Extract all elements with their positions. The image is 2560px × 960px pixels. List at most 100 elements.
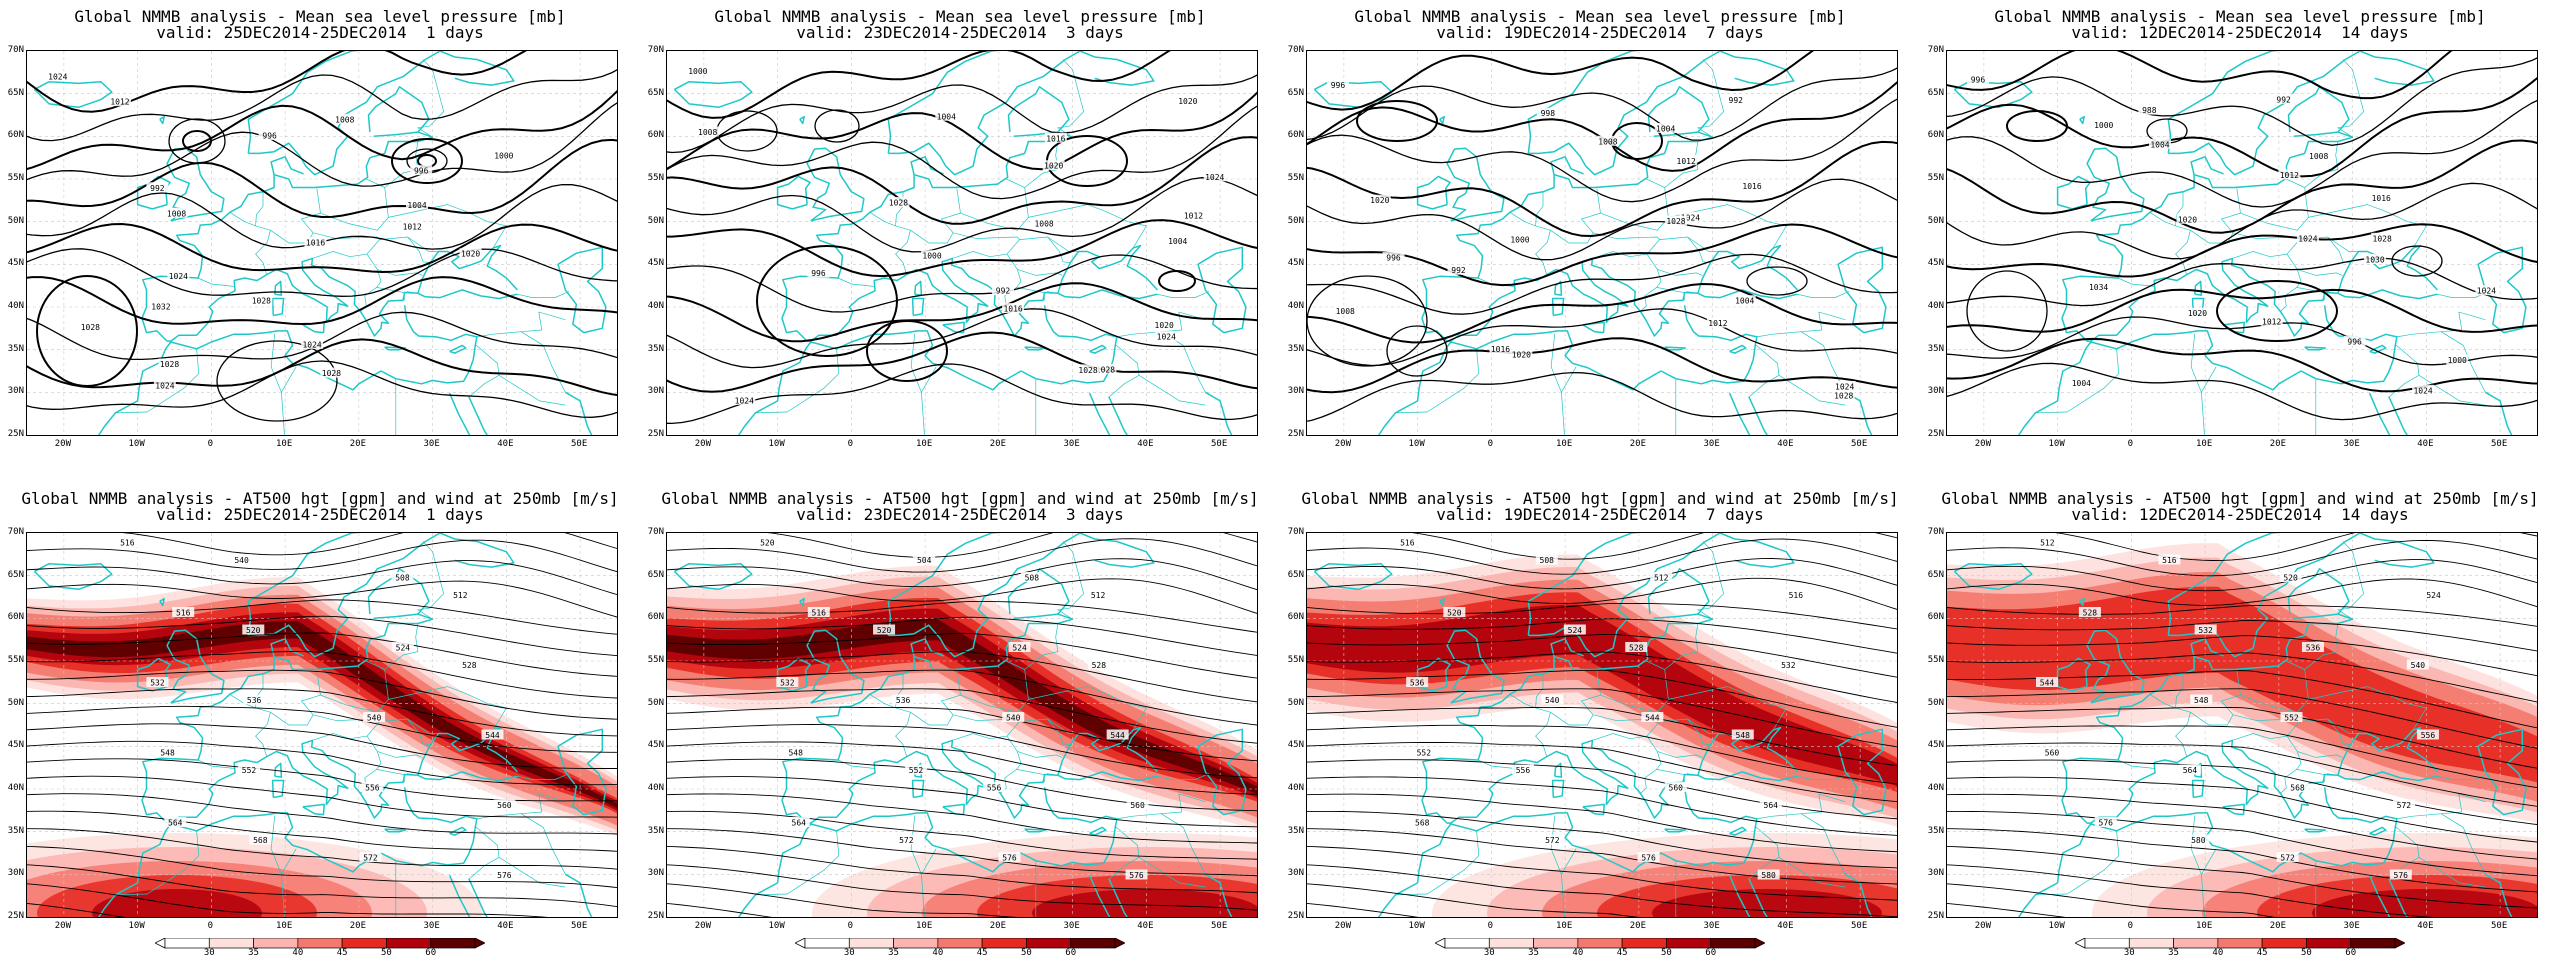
contour-label-text: 552 [2284, 714, 2299, 723]
coastline [468, 878, 488, 917]
contour-label: 1004 [1733, 295, 1756, 306]
lat-tick-label: 70N [647, 45, 664, 55]
wind-shading [667, 608, 1257, 798]
colorbar-arrow-left [154, 937, 166, 949]
country-border [270, 333, 282, 393]
country-border [910, 815, 922, 875]
lat-tick-label: 40N [647, 301, 664, 311]
height-contour [1307, 706, 1897, 767]
contour-label-text: 1008 [698, 128, 717, 137]
contour-label: 1000 [686, 65, 709, 76]
height-contour [27, 883, 548, 917]
country-border [407, 718, 439, 734]
contour-label-text: 1012 [2262, 317, 2281, 326]
map-area: 996 992 998 1004 1008 1012 1016 1020 1024 1028 100… [1306, 50, 1898, 436]
height-contour [27, 810, 617, 852]
coastline [2191, 779, 2205, 799]
lon-tick-label: 0 [1487, 921, 1494, 931]
panel-subtitle: valid: 23DEC2014-25DEC2014 3 days [796, 505, 1124, 524]
contour-label-text: 540 [1006, 714, 1021, 723]
coastline [2061, 656, 2438, 824]
country-border [1778, 375, 1846, 406]
height-contour [1947, 652, 2537, 703]
contour-label: 520 [1443, 607, 1466, 618]
coastline [33, 562, 113, 591]
coastline [2359, 51, 2435, 86]
lon-tick-label: 20W [1974, 921, 1991, 931]
height-contour [1307, 883, 1640, 917]
country-border [1550, 670, 1601, 726]
contour-label: 568 [249, 834, 272, 845]
colorbar-label: 60 [1705, 948, 1717, 958]
contour-label: 508 [1020, 572, 1043, 583]
lat-tick-label: 30N [647, 868, 664, 879]
lat-tick-label: 30N [1287, 386, 1304, 397]
isobar [1307, 253, 1897, 315]
contour-label-text: 1008 [1034, 220, 1053, 229]
country-border [538, 793, 566, 813]
coastline [274, 280, 283, 296]
coastline [1079, 533, 1155, 568]
contour-label-text: 564 [1764, 801, 1779, 810]
country-border [1024, 623, 1059, 670]
country-border [921, 848, 937, 917]
lon-tick-label: 50E [570, 921, 588, 931]
coastline [887, 533, 1081, 658]
coastline [98, 787, 478, 917]
contour-label: 992 [1447, 264, 1470, 275]
country-border [1646, 735, 1703, 758]
height-contour [27, 651, 617, 699]
colorbar-label: 40 [2212, 948, 2224, 958]
lat-tick-label: 60N [1287, 130, 1304, 141]
coastline [1527, 533, 1721, 658]
lat-tick-label: 60N [7, 130, 24, 141]
contour-label-text: 1004 [2072, 379, 2091, 388]
isobar [1611, 122, 1663, 160]
contour-label: 516 [172, 607, 195, 618]
coastline [1446, 147, 1505, 222]
country-border [1756, 329, 1822, 338]
coastline [2369, 826, 2387, 836]
country-border [384, 623, 419, 670]
country-border [1656, 287, 1685, 301]
height-contour [667, 616, 1257, 656]
map-svg: 9969929981004100810121016102010241028100… [1307, 51, 1897, 435]
isobar [866, 320, 948, 382]
country-border [1116, 329, 1182, 338]
contour-label-text: 1034 [2089, 283, 2108, 292]
country-border [2067, 348, 2120, 413]
height-contour [1947, 793, 2537, 860]
colorbar-swatch [893, 937, 939, 949]
contour-label-text: 532 [1781, 661, 1796, 670]
contour-label: 580 [1757, 869, 1780, 880]
lon-tick-label: 30E [1703, 439, 1720, 449]
colorbar-svg [794, 937, 1126, 949]
height-contour [667, 600, 1257, 633]
coastline [1089, 826, 1107, 836]
coastline [1079, 51, 1155, 86]
contour-label-text: 1016 [1491, 345, 1510, 354]
coastline [1313, 562, 1393, 591]
lat-tick-label: 40N [1927, 301, 1944, 311]
contour-label-text: 992 [2276, 95, 2291, 104]
contour-label-text: 1008 [2309, 152, 2328, 161]
wind-colorbar: 30 35 40 45 50 60 [1434, 937, 1766, 958]
lon-tick-label: 40E [2417, 921, 2434, 931]
isobar [1947, 337, 2537, 393]
colorbar-swatch [430, 937, 476, 949]
contour-label-text: 1004 [1168, 237, 1187, 246]
contour-label-text: 1004 [2150, 140, 2169, 149]
contour-label-text: 556 [2421, 731, 2436, 740]
coastline [781, 656, 1158, 824]
contour-label-text: 572 [2280, 854, 2295, 863]
coastline [2061, 174, 2438, 342]
height-contour [1307, 558, 1897, 590]
lon-tick-label: 10W [2048, 439, 2065, 449]
country-border [147, 348, 200, 413]
coastline [1089, 344, 1107, 354]
country-border [1000, 751, 1022, 794]
coastline [2485, 873, 2513, 917]
contour-label-text: 552 [1417, 749, 1432, 758]
country-border [1028, 686, 1147, 731]
colorbar-label: 40 [932, 948, 944, 958]
